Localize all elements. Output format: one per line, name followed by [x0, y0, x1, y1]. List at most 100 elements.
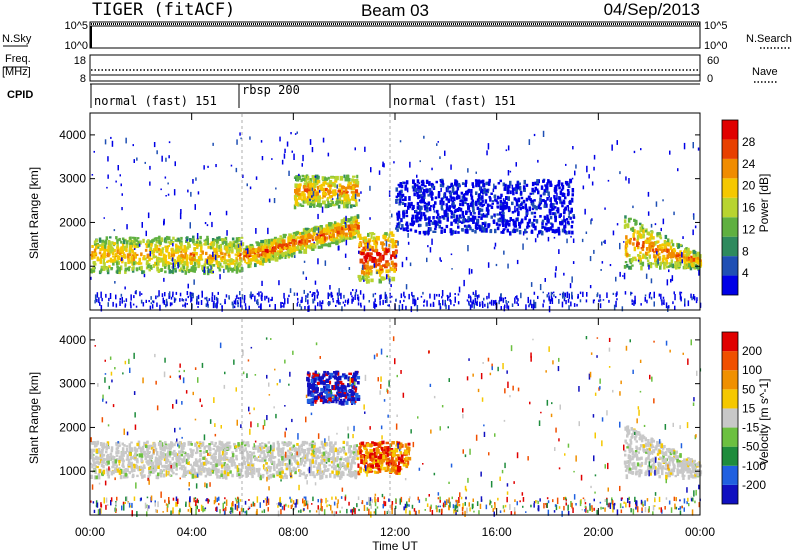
echo-cell [319, 471, 322, 475]
noise-speck [660, 293, 662, 300]
noise-speck [372, 293, 375, 298]
echo-cell [640, 224, 644, 229]
echo-cell [332, 460, 336, 464]
echo-cell [505, 219, 509, 223]
noise-speck [438, 300, 440, 306]
noise-speck [255, 228, 257, 234]
echo-cell [478, 224, 481, 230]
echo-cell [142, 465, 146, 468]
noise-speck [138, 243, 141, 247]
echo-cell [180, 453, 184, 457]
noise-speck [286, 141, 289, 147]
echo-cell [528, 206, 531, 212]
noise-speck [203, 165, 205, 170]
noise-speck [358, 199, 361, 202]
echo-cell [338, 447, 342, 450]
echo-cell [206, 241, 209, 246]
echo-cell [535, 205, 538, 211]
echo-cell [129, 244, 133, 250]
echo-cell [367, 241, 371, 245]
echo-cell [148, 249, 152, 252]
echo-cell [290, 462, 293, 466]
echo-cell [298, 469, 301, 472]
noise-speck [125, 298, 128, 302]
noise-speck [320, 302, 323, 305]
echo-cell [193, 261, 197, 267]
power-colorbar-label: Power [dB] [757, 174, 771, 233]
echo-cell [334, 227, 338, 230]
echo-cell [219, 250, 223, 254]
noise-speck [230, 164, 233, 167]
noise-speck [305, 298, 307, 303]
echo-cell [494, 198, 497, 202]
echo-cell [123, 239, 126, 245]
echo-cell [258, 467, 261, 471]
noise-speck [374, 303, 376, 309]
echo-cell [563, 207, 567, 211]
echo-cell [198, 447, 202, 449]
echo-cell [271, 248, 274, 252]
echo-cell [106, 457, 109, 462]
echo-cell [159, 241, 162, 245]
echo-cell [176, 251, 179, 254]
noise-speck [444, 150, 446, 156]
noise-speck [258, 291, 260, 297]
echo-cell [316, 240, 319, 246]
echo-cell [361, 251, 365, 256]
noise-speck [305, 295, 307, 298]
echo-cell [230, 460, 234, 465]
noise-speck [586, 165, 588, 173]
noise-speck [549, 299, 551, 304]
echo-cell [296, 443, 299, 446]
echo-cell [248, 472, 251, 475]
noise-speck [212, 271, 214, 273]
echo-cell [168, 466, 172, 471]
echo-cell [217, 255, 221, 258]
noise-speck [395, 254, 398, 258]
echo-cell [335, 236, 339, 239]
echo-cell [316, 204, 319, 207]
noise-speck [475, 290, 477, 295]
echo-cell [143, 474, 146, 478]
echo-cell [531, 187, 534, 192]
echo-cell [353, 451, 356, 456]
echo-cell [561, 228, 565, 233]
echo-cell [657, 256, 661, 261]
noise-speck [354, 147, 356, 151]
noise-speck [316, 289, 318, 293]
noise-speck [668, 269, 670, 273]
echo-cell [326, 243, 329, 247]
noise-speck [493, 183, 495, 189]
noise-speck [440, 187, 442, 192]
noise-speck [316, 294, 319, 299]
noise-speck [472, 291, 475, 295]
noise-speck [400, 293, 403, 299]
echo-cell [398, 190, 402, 195]
echo-cell [289, 447, 292, 451]
echo-cell [679, 256, 682, 262]
echo-cell [440, 204, 444, 210]
noise-speck [239, 132, 241, 136]
echo-cell [339, 175, 344, 181]
echo-cell [504, 187, 508, 191]
noise-speck [100, 305, 103, 312]
echo-cell [184, 470, 187, 476]
echo-cell [211, 238, 215, 243]
echo-cell [152, 264, 156, 268]
echo-cell [334, 441, 337, 444]
echo-cell [100, 245, 104, 251]
noise-speck [303, 260, 306, 263]
echo-cell [519, 206, 522, 211]
echo-cell [132, 261, 136, 266]
echo-cell [526, 225, 529, 229]
noise-speck [429, 293, 431, 299]
noise-speck [207, 304, 209, 308]
echo-cell [272, 445, 275, 448]
noise-speck [476, 295, 479, 300]
echo-cell [232, 260, 235, 265]
echo-cell [470, 193, 473, 197]
echo-cell [483, 190, 486, 194]
noise-speck [237, 302, 239, 308]
echo-cell [505, 196, 508, 200]
echo-cell [490, 192, 493, 195]
